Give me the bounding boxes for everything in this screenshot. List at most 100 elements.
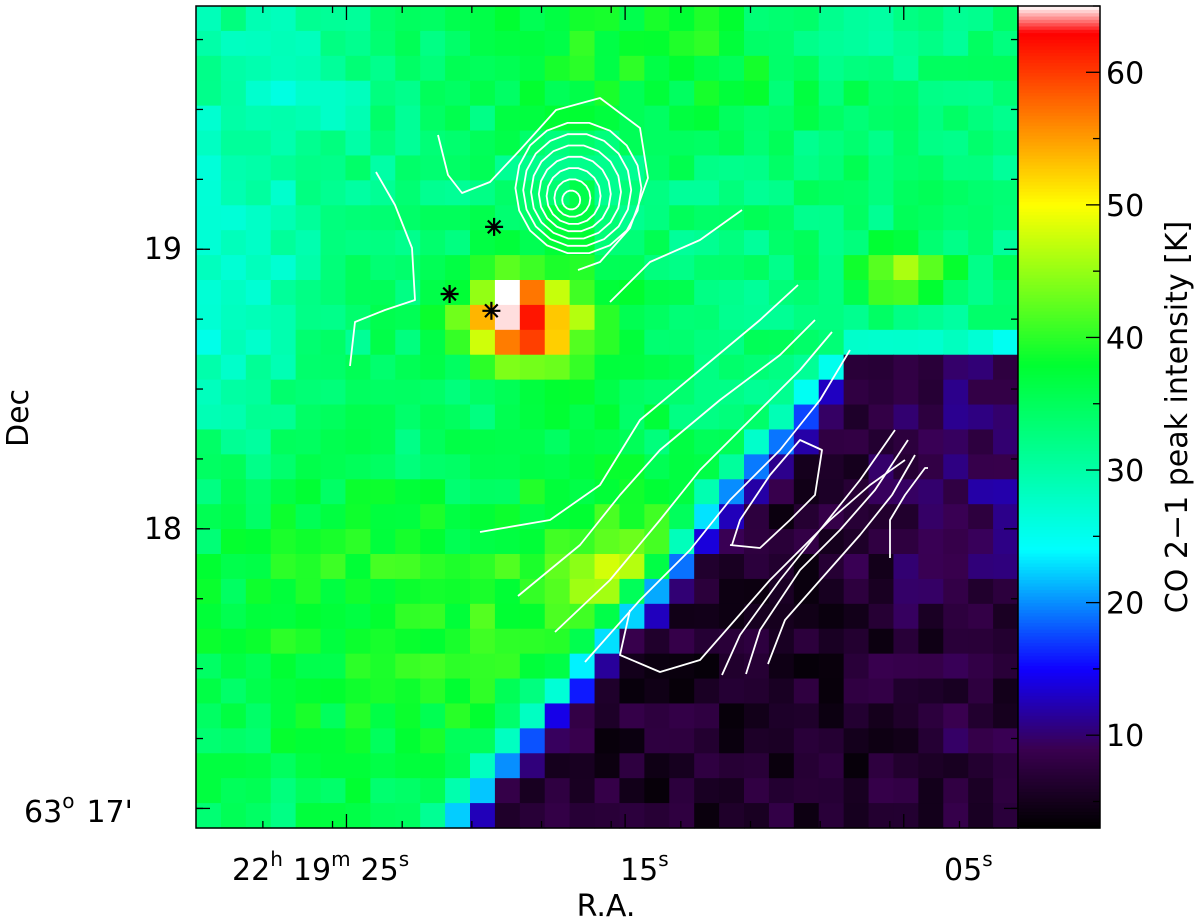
heatmap-cell [196, 130, 222, 157]
heatmap-cell [768, 404, 795, 431]
heatmap-cell [669, 105, 695, 132]
colorbar-step [1018, 251, 1100, 256]
colorbar-step [1018, 682, 1100, 687]
heatmap-cell [768, 180, 795, 206]
heatmap-cell [494, 280, 521, 306]
colorbar-step [1018, 45, 1100, 50]
heatmap-cell [669, 255, 695, 281]
heatmap-cell [370, 429, 396, 455]
heatmap-cell [719, 454, 745, 480]
colorbar-step [1018, 546, 1100, 551]
heatmap-cell [470, 280, 496, 306]
colorbar-step [1018, 78, 1100, 83]
heatmap-cell [719, 778, 745, 804]
heatmap-cell [669, 728, 695, 754]
heatmap-cell [893, 753, 919, 779]
heatmap-cell [768, 55, 795, 82]
colorbar-step [1018, 141, 1100, 146]
heatmap-cell [270, 304, 297, 331]
heatmap-cell [594, 354, 621, 381]
heatmap-cell [669, 628, 695, 655]
heatmap-cell [619, 55, 645, 82]
heatmap-cell [644, 230, 670, 256]
colorbar-step [1018, 340, 1100, 345]
heatmap-cell [719, 30, 745, 57]
heatmap-cell [868, 304, 895, 331]
heatmap-cell [968, 404, 994, 431]
heatmap-cell [395, 255, 421, 281]
colorbar-step [1018, 224, 1100, 229]
heatmap-cell [768, 80, 795, 107]
heatmap-cell [843, 6, 870, 32]
heatmap-cell [270, 753, 297, 779]
heatmap-cell [569, 778, 596, 804]
heatmap-cell [295, 304, 322, 331]
heatmap-cell [220, 578, 247, 605]
heatmap-cell [220, 504, 247, 530]
heatmap-cell [345, 130, 371, 157]
heatmap-cell [420, 230, 446, 256]
heatmap-cell [818, 578, 845, 605]
heatmap-cell [395, 429, 421, 455]
heatmap-cell [370, 454, 396, 480]
colorbar-step [1018, 456, 1100, 461]
colorbar-step [1018, 463, 1100, 468]
colorbar-step [1018, 758, 1100, 763]
heatmap-cell [320, 653, 347, 680]
heatmap-cell [868, 728, 895, 754]
heatmap-cell [669, 205, 695, 231]
heatmap-cell [694, 753, 720, 779]
heatmap-cell [993, 578, 1019, 605]
heatmap-cell [818, 304, 845, 331]
heatmap-cell [519, 703, 546, 729]
heatmap-cell [768, 529, 795, 555]
heatmap-cell [893, 130, 919, 157]
heatmap-cell [470, 803, 496, 829]
colorbar-step [1018, 728, 1100, 733]
heatmap-cell [395, 30, 421, 57]
heatmap-cell [345, 55, 371, 82]
heatmap-cell [569, 354, 596, 381]
heatmap-cell [220, 753, 247, 779]
heatmap-cell [993, 329, 1019, 356]
heatmap-cell [196, 603, 222, 630]
heatmap-cell [719, 728, 745, 754]
heatmap-cell [968, 803, 994, 829]
heatmap-cell [270, 354, 297, 381]
heatmap-cell [768, 753, 795, 779]
heatmap-cell [918, 105, 944, 132]
heatmap-cell [993, 678, 1019, 705]
heatmap-cell [594, 304, 621, 331]
heatmap-cell [619, 778, 645, 804]
colorbar-step [1018, 655, 1100, 660]
heatmap-cell [345, 205, 371, 231]
heatmap-cell [843, 778, 870, 804]
heatmap-cell [370, 653, 396, 680]
colorbar-step [1018, 698, 1100, 703]
heatmap-cell [843, 429, 870, 455]
heatmap-cell [320, 603, 347, 630]
heatmap-cell [196, 280, 222, 306]
heatmap-cell [744, 30, 770, 57]
heatmap-cell [245, 429, 272, 455]
heatmap-cell [196, 678, 222, 705]
heatmap-cell [320, 728, 347, 754]
map-tick-marks [196, 6, 1018, 828]
colorbar-step [1018, 304, 1100, 309]
heatmap-cell [420, 628, 446, 655]
heatmap-cell [270, 155, 297, 181]
heatmap-cell [943, 479, 969, 505]
heatmap-cell [544, 653, 571, 680]
heatmap-cell [893, 280, 919, 306]
colorbar-step [1018, 678, 1100, 683]
heatmap-cell [320, 329, 347, 356]
heatmap-cell [245, 454, 272, 480]
heatmap-cell [295, 130, 322, 157]
heatmap-cell [619, 155, 645, 181]
heatmap-cell [868, 379, 895, 406]
heatmap-cell [270, 329, 297, 356]
heatmap-cell [694, 180, 720, 206]
heatmap-cell [519, 554, 546, 580]
colorbar-step [1018, 466, 1100, 471]
heatmap-cell [420, 578, 446, 605]
